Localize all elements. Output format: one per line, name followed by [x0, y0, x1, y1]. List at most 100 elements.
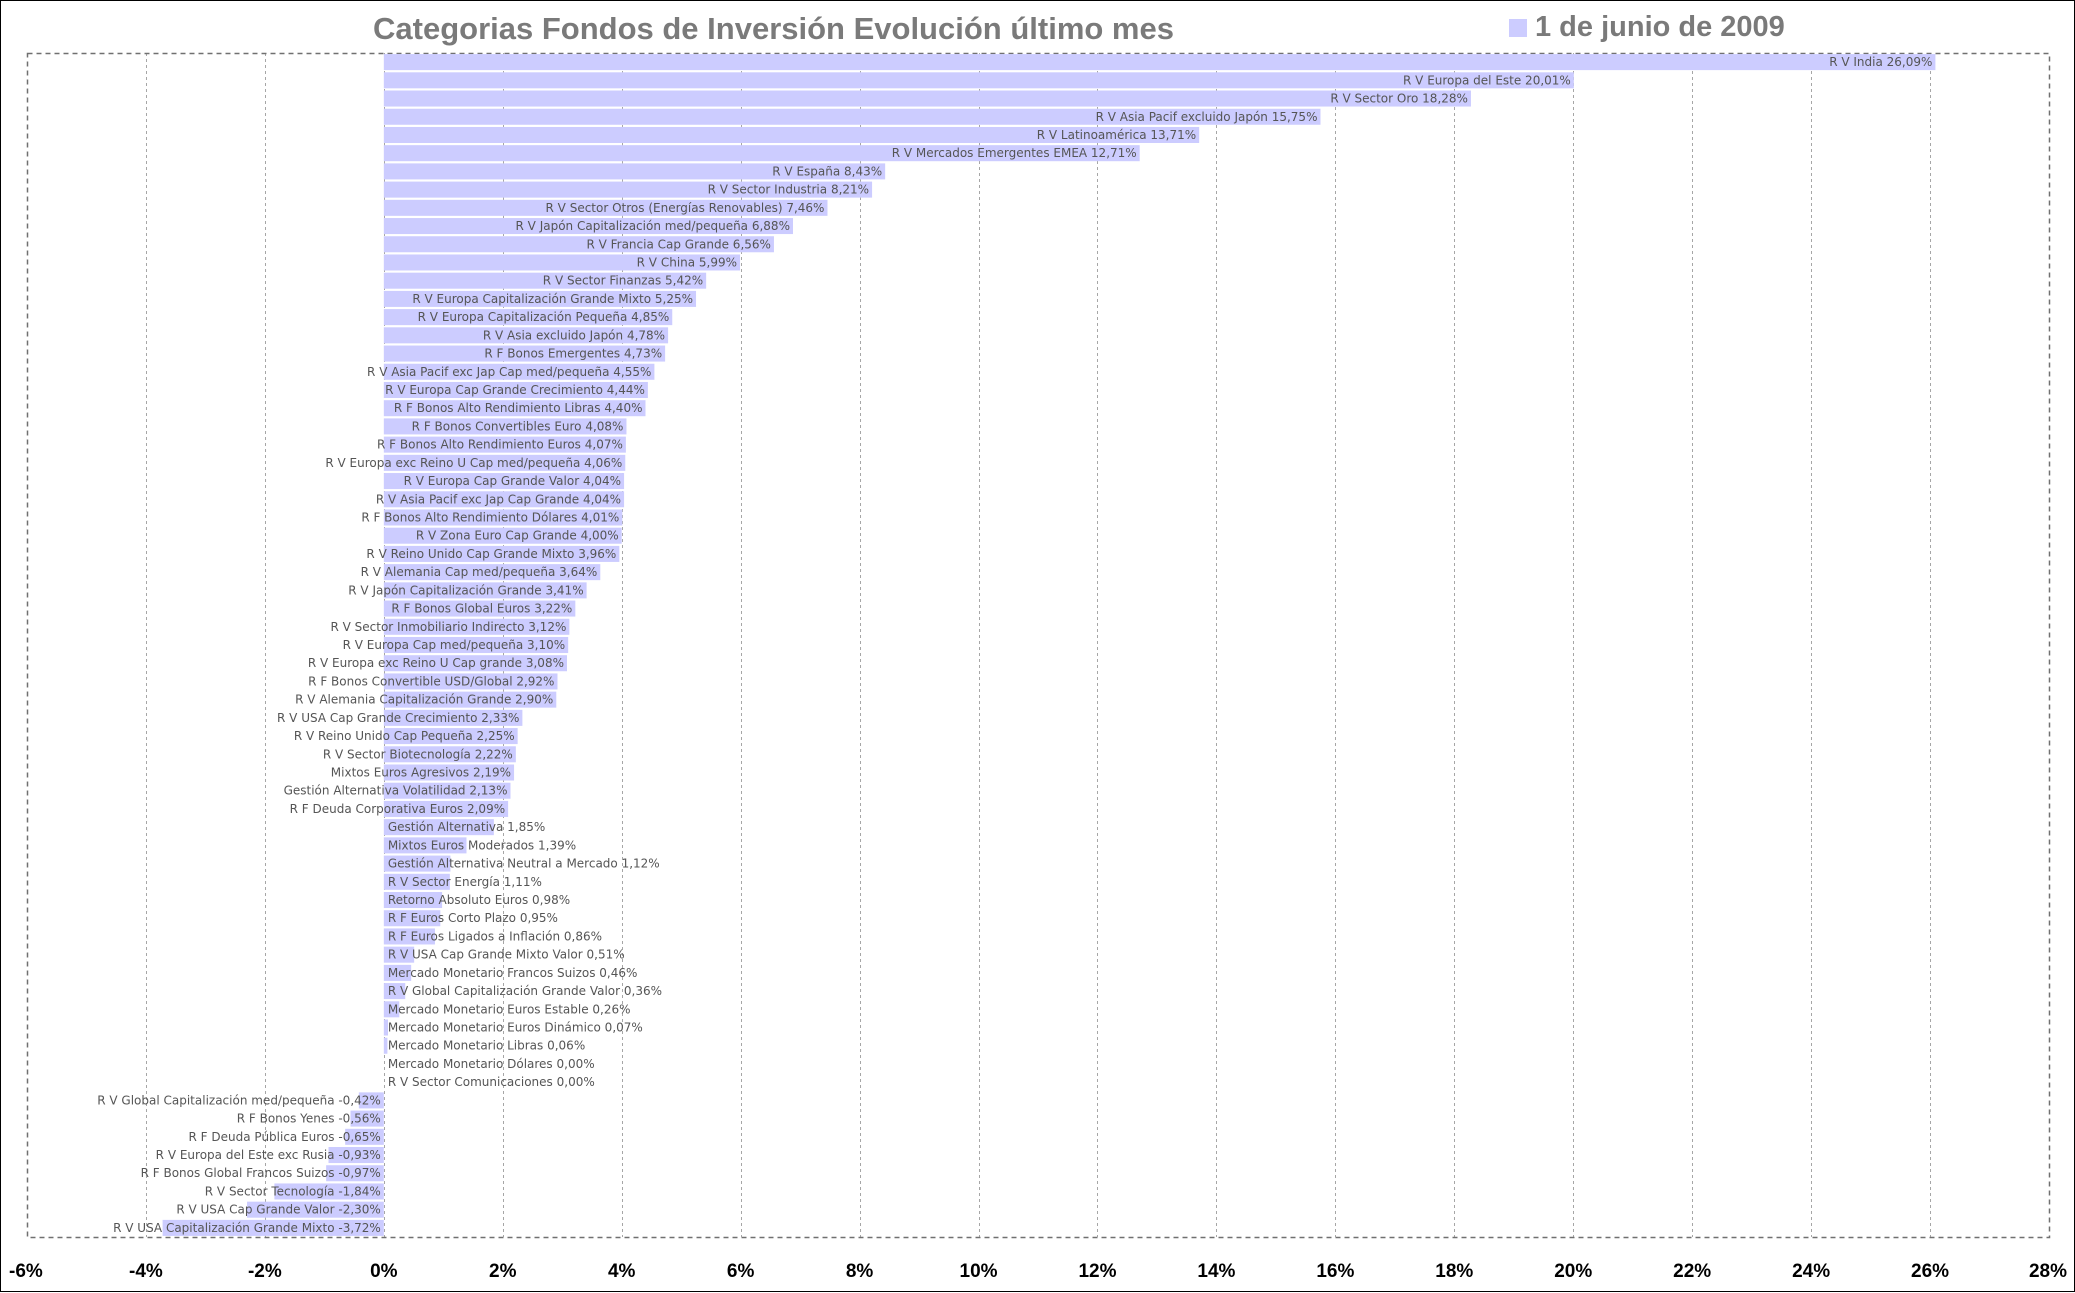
bar — [162, 1219, 384, 1236]
x-tick-label: -2% — [248, 1261, 282, 1282]
data-label: R V Reino Unido Cap Grande Mixto 3,96% — [366, 547, 616, 561]
data-label: R F Deuda Corporativa Euros 2,09% — [290, 802, 505, 816]
bar — [383, 491, 625, 508]
chart-title: Categorias Fondos de Inversión Evolución… — [373, 11, 1174, 46]
data-label: Gestión Alternativa Neutral a Mercado 1,… — [388, 857, 660, 871]
x-tick-label: 28% — [2029, 1261, 2067, 1282]
bar — [383, 1037, 388, 1054]
data-label: R V Europa Cap Grande Crecimiento 4,44% — [385, 383, 645, 397]
x-tick-label: 14% — [1197, 1261, 1235, 1282]
data-label: R V Europa exc Reino U Cap med/pequeña 4… — [325, 456, 622, 470]
x-tick-label: 10% — [960, 1261, 998, 1282]
data-label: R F Euros Ligados a Inflación 0,86% — [388, 929, 602, 943]
x-tick-label: 0% — [370, 1261, 398, 1282]
bar — [383, 509, 623, 526]
bar — [383, 473, 625, 490]
data-label: R V USA Cap Grande Mixto Valor 0,51% — [388, 948, 625, 962]
bar — [383, 126, 1200, 143]
data-label: Gestión Alternativa 1,85% — [388, 820, 545, 834]
bar — [383, 254, 741, 271]
bar — [345, 1128, 384, 1145]
bar — [383, 1019, 388, 1036]
data-label: Mercado Monetario Libras 0,06% — [388, 1039, 585, 1053]
bar — [383, 145, 1140, 162]
bar — [383, 199, 828, 216]
bar — [383, 108, 1321, 125]
bar — [383, 90, 1471, 107]
data-label: R V Asia Pacif exc Jap Cap Grande 4,04% — [376, 492, 621, 506]
bar — [383, 983, 406, 1000]
bar — [383, 764, 515, 781]
data-label: R V Francia Cap Grande 6,56% — [586, 237, 771, 251]
data-label: Mixtos Euros Moderados 1,39% — [388, 838, 576, 852]
x-tick-label: 2% — [489, 1261, 517, 1282]
bar — [383, 928, 435, 945]
x-tick-label: 4% — [608, 1261, 636, 1282]
data-label: R F Bonos Global Euros 3,22% — [391, 602, 572, 616]
data-label: R V USA Capitalización Grande Mixto -3,7… — [113, 1221, 381, 1235]
bar — [383, 545, 620, 562]
data-label: R F Bonos Alto Rendimiento Libras 4,40% — [394, 401, 643, 415]
legend-label: 1 de junio de 2009 — [1535, 11, 1785, 43]
bar — [383, 309, 673, 326]
bar — [383, 218, 793, 235]
data-label: Mercado Monetario Francos Suizos 0,46% — [388, 966, 638, 980]
data-label: R V China 5,99% — [637, 255, 737, 269]
plot-area-border — [26, 52, 2051, 1239]
data-label: Retorno Absoluto Euros 0,98% — [388, 893, 570, 907]
bar — [383, 1001, 400, 1018]
bar — [383, 910, 441, 927]
bar — [383, 363, 655, 380]
x-tick-label: -6% — [9, 1261, 43, 1282]
data-label: R V Zona Euro Cap Grande 4,00% — [416, 529, 619, 543]
bar — [383, 946, 415, 963]
data-label: R V Sector Inmobiliario Indirecto 3,12% — [330, 620, 566, 634]
data-label: R F Deuda Pública Euros -0,65% — [189, 1130, 381, 1144]
data-label: R V Reino Unido Cap Pequeña 2,25% — [294, 729, 515, 743]
data-label: R V India 26,09% — [1829, 55, 1932, 69]
data-label: R V Sector Biotecnología 2,22% — [323, 747, 513, 761]
bar — [350, 1110, 384, 1127]
data-label: R F Bonos Alto Rendimiento Dólares 4,01% — [361, 510, 619, 524]
bar — [383, 800, 509, 817]
x-tick-label: 18% — [1435, 1261, 1473, 1282]
data-label: R F Bonos Emergentes 4,73% — [484, 347, 662, 361]
bar — [383, 600, 576, 617]
data-label: R V Sector Oro 18,28% — [1330, 92, 1468, 106]
bar — [247, 1201, 384, 1218]
bar — [383, 327, 669, 344]
data-label: R V Mercados Emergentes EMEA 12,71% — [892, 146, 1137, 160]
bar — [383, 418, 627, 435]
bar — [383, 655, 567, 672]
x-tick-label: -4% — [129, 1261, 163, 1282]
data-label: R V Europa Capitalización Grande Mixto 5… — [412, 292, 693, 306]
bar — [383, 290, 697, 307]
bar — [383, 855, 451, 872]
legend-swatch — [1509, 18, 1527, 37]
data-label: R V Japón Capitalización med/pequeña 6,8… — [516, 219, 790, 233]
bar — [383, 837, 467, 854]
bar — [383, 381, 648, 398]
data-label: R V Asia Pacif excluido Japón 15,75% — [1096, 110, 1318, 124]
x-tick-label: 20% — [1554, 1261, 1592, 1282]
x-tick-label: 24% — [1792, 1261, 1830, 1282]
data-label: R V USA Cap Grande Crecimiento 2,33% — [277, 711, 519, 725]
data-label: R F Bonos Alto Rendimiento Euros 4,07% — [377, 438, 623, 452]
bar — [274, 1183, 384, 1200]
data-label: R F Bonos Convertibles Euro 4,08% — [412, 419, 624, 433]
bar — [383, 746, 516, 763]
x-tick-label: 12% — [1078, 1261, 1116, 1282]
data-label: R V Asia excluido Japón 4,78% — [483, 328, 665, 342]
data-label: R V USA Cap Grande Valor -2,30% — [176, 1203, 381, 1217]
data-label: R F Bonos Yenes -0,56% — [237, 1112, 381, 1126]
data-label: R V Latinoamérica 13,71% — [1037, 128, 1196, 142]
legend: 1 de junio de 2009 — [1509, 11, 1785, 44]
bar — [383, 636, 569, 654]
data-label: R V Sector Comunicaciones 0,00% — [388, 1075, 595, 1089]
bar — [383, 72, 1574, 89]
bar — [383, 54, 1936, 71]
bar — [383, 819, 494, 836]
bar — [328, 1147, 384, 1164]
